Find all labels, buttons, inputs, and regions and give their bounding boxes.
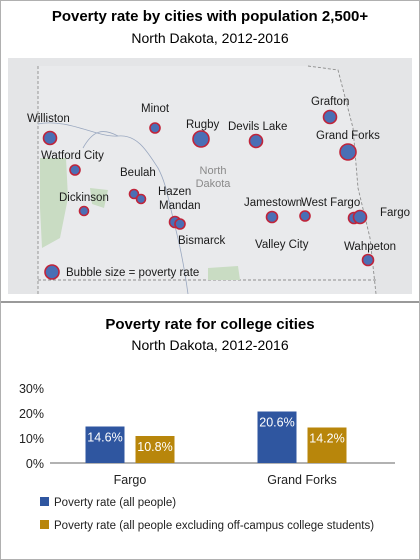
map-canvas: North Dakota Williston Watford xyxy=(27,65,410,294)
y-tick-label: 30% xyxy=(19,382,44,396)
y-tick-label: 10% xyxy=(19,432,44,446)
map-borders xyxy=(37,65,377,294)
bar-value-label: 20.6% xyxy=(259,416,294,430)
label-williston: Williston xyxy=(27,113,70,125)
label-grand-forks: Grand Forks xyxy=(316,130,380,142)
y-tick-label: 0% xyxy=(26,457,44,471)
chart-legend: Poverty rate (all people) Poverty rate (a… xyxy=(40,497,374,532)
bar-value-label: 14.6% xyxy=(87,431,122,445)
bubble-hazen[interactable] xyxy=(135,193,147,205)
label-devils-lake: Devils Lake xyxy=(228,121,287,133)
label-dickinson: Dickinson xyxy=(59,192,109,204)
bubble-legend-sample xyxy=(44,264,60,280)
park-areas xyxy=(40,158,240,280)
chart-title: Poverty rate for college cities xyxy=(105,316,315,333)
river-lines xyxy=(37,122,189,294)
label-jamestown: Jamestown xyxy=(244,197,302,209)
bubble-bismarck[interactable] xyxy=(174,218,186,230)
bubble-rugby[interactable] xyxy=(192,130,210,148)
bubble-legend-label: Bubble size = poverty rate xyxy=(66,267,199,279)
legend-label: Poverty rate (all people) xyxy=(54,497,176,509)
label-wahpeton: Wahpeton xyxy=(344,241,396,253)
legend-swatch xyxy=(40,497,49,506)
north-dakota-map: North Dakota Williston Watford xyxy=(8,58,412,294)
bubble-devils-lake[interactable] xyxy=(248,133,264,149)
y-axis: 0% 10% 20% 30% xyxy=(19,382,44,471)
x-axis: Fargo Grand Forks xyxy=(114,473,337,487)
map-title: Poverty rate by cities with population 2… xyxy=(51,8,369,25)
bar-value-label: 14.2% xyxy=(309,432,344,446)
bubble-dickinson[interactable] xyxy=(78,205,90,217)
y-tick-label: 20% xyxy=(19,407,44,421)
label-hazen: Hazen xyxy=(158,186,191,198)
legend-label: Poverty rate (all people excluding off-c… xyxy=(54,520,374,532)
x-tick-label: Fargo xyxy=(114,473,147,487)
city-bubbles xyxy=(42,109,375,280)
bubble-minot[interactable] xyxy=(149,122,161,134)
x-tick-label: Grand Forks xyxy=(267,473,336,487)
bubble-grand-forks[interactable] xyxy=(339,143,357,161)
state-label-dakota: Dakota xyxy=(196,178,232,190)
label-watford-city: Watford City xyxy=(41,150,104,162)
bar-fargo-series-2[interactable] xyxy=(135,436,175,463)
bubble-valley-city[interactable] xyxy=(299,210,311,222)
map-subtitle: North Dakota, 2012-2016 xyxy=(131,30,289,46)
college-poverty-chart: 0% 10% 20% 30% 14.6% 10.8% 20.6% 14.2% Fargo Gr… xyxy=(19,382,395,532)
bar-grand-forks-series-1[interactable] xyxy=(257,411,297,464)
bubble-wahpeton[interactable] xyxy=(361,253,375,267)
label-bismarck: Bismarck xyxy=(178,235,226,247)
bar-value-label: 10.8% xyxy=(137,440,172,454)
label-valley-city: Valley City xyxy=(255,239,309,251)
bubble-watford-city[interactable] xyxy=(69,164,81,176)
bubble-williston[interactable] xyxy=(42,130,58,146)
section-divider xyxy=(1,301,419,303)
bar-series: 14.6% 10.8% 20.6% 14.2% xyxy=(85,411,347,464)
label-west-fargo: West Fargo xyxy=(301,197,360,209)
state-shape xyxy=(38,66,376,294)
bar-fargo-series-1[interactable] xyxy=(85,426,125,464)
label-minot: Minot xyxy=(141,103,170,115)
label-mandan: Mandan xyxy=(159,200,201,212)
bubble-grafton[interactable] xyxy=(322,109,338,125)
bubble-jamestown[interactable] xyxy=(265,210,279,224)
chart-subtitle: North Dakota, 2012-2016 xyxy=(131,337,289,353)
bubble-fargo[interactable] xyxy=(352,209,368,225)
label-grafton: Grafton xyxy=(311,96,349,108)
state-label-north: North xyxy=(200,165,227,177)
legend-swatch xyxy=(40,520,49,529)
bubble-beulah[interactable] xyxy=(128,188,140,200)
label-fargo: Fargo xyxy=(380,207,410,219)
label-rugby: Rugby xyxy=(186,119,219,131)
label-beulah: Beulah xyxy=(120,167,156,179)
bar-grand-forks-series-2[interactable] xyxy=(307,427,347,464)
